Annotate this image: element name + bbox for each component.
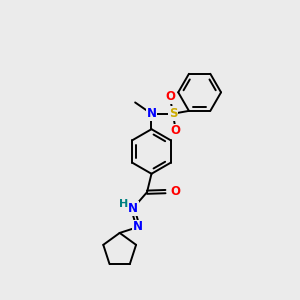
Text: N: N bbox=[128, 202, 138, 215]
Text: N: N bbox=[146, 107, 157, 120]
Text: O: O bbox=[171, 185, 181, 198]
Text: O: O bbox=[171, 124, 181, 137]
Text: H: H bbox=[118, 200, 128, 209]
Text: N: N bbox=[133, 220, 143, 233]
Text: S: S bbox=[169, 107, 177, 120]
Text: O: O bbox=[165, 90, 175, 103]
